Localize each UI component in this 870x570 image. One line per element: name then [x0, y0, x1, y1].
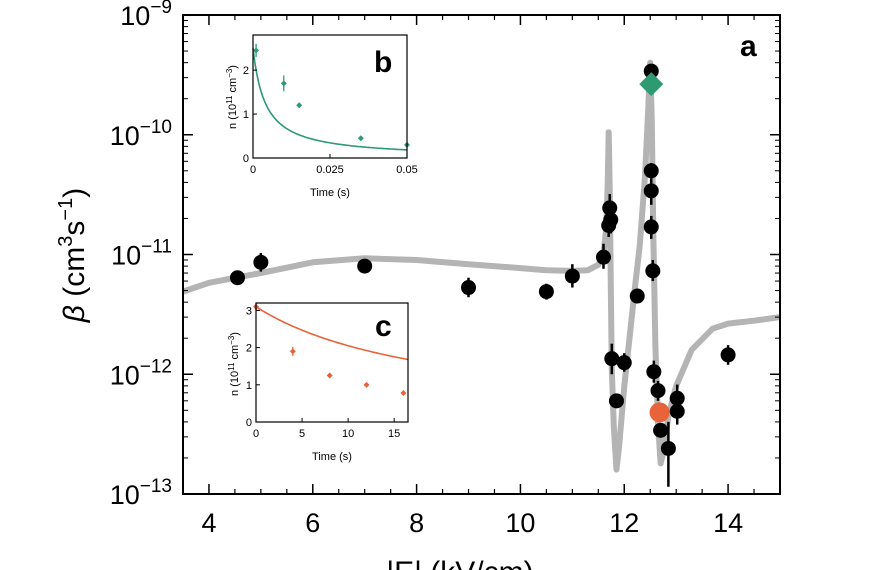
- inset-x-tick-label: 10: [342, 428, 354, 440]
- data-point: [604, 351, 620, 367]
- inset-b-fit-curve: [252, 48, 408, 151]
- data-point: [608, 393, 624, 409]
- data-point: [660, 440, 676, 456]
- y-tick-label: 10−12: [110, 356, 172, 390]
- inset-c-fit-curve: [255, 306, 409, 361]
- inset-y-tick-label: 3: [246, 305, 252, 317]
- inset-x-tick-label: 0.025: [316, 164, 344, 176]
- data-point: [616, 355, 632, 371]
- panel-label-c: c: [375, 310, 392, 343]
- data-points-layer: [230, 63, 736, 487]
- inset-data-point: [289, 348, 296, 355]
- inset-y-tick-label: 1: [246, 380, 252, 392]
- x-tick-label: 12: [609, 508, 639, 538]
- data-point: [643, 219, 659, 235]
- inset-b: 0 0.025 0.05 0 1 2 b n (1011 cm−3) Time (s): [225, 34, 418, 199]
- data-point: [538, 284, 554, 300]
- main-y-axis: 10−9 10−10 10−11 10−12 10−13: [110, 0, 780, 510]
- data-point: [564, 268, 580, 284]
- inset-y-tick-label: 0: [243, 153, 249, 165]
- data-point: [629, 288, 645, 304]
- x-tick-label: 14: [713, 508, 743, 538]
- data-point: [650, 383, 666, 399]
- inset-data-point: [363, 381, 370, 388]
- data-point: [643, 63, 659, 79]
- main-y-axis-label: β (cm3s−1): [55, 188, 91, 323]
- y-tick-label: 10−9: [120, 0, 172, 31]
- data-point: [646, 364, 662, 380]
- inset-c-axes: 0 5 10 15 0 1 2 3: [246, 305, 400, 440]
- inset-c-points: [253, 303, 407, 396]
- inset-c-x-label: Time (s): [312, 451, 352, 463]
- data-point: [653, 422, 669, 438]
- panel-label-a: a: [740, 30, 757, 63]
- inset-c-y-label: n (1011 cm−3): [227, 332, 241, 396]
- inset-data-point: [357, 135, 364, 142]
- inset-c-background: [256, 303, 408, 422]
- fit-curve: [255, 306, 409, 361]
- inset-x-tick-label: 15: [388, 428, 400, 440]
- inset-data-point: [253, 47, 260, 54]
- data-point: [603, 212, 619, 228]
- inset-y-tick-label: 2: [246, 343, 252, 355]
- inset-y-tick-label: 2: [243, 65, 249, 77]
- panel-label-b: b: [374, 46, 392, 79]
- inset-b-background: [253, 35, 407, 158]
- inset-y-tick-label: 1: [243, 109, 249, 121]
- inset-data-point: [326, 372, 333, 379]
- inset-b-x-label: Time (s): [310, 187, 350, 199]
- data-point: [720, 347, 736, 363]
- panel-c-measurement: [649, 402, 670, 423]
- data-point: [669, 403, 685, 419]
- data-point: [253, 254, 269, 270]
- inset-c: 0 5 10 15 0 1 2 3 c n (1011 cm−3) Time (s): [227, 302, 409, 463]
- inset-data-point: [296, 102, 303, 109]
- main-x-axis: 4 6 8 10 12 14: [201, 15, 781, 538]
- inset-x-tick-label: 0: [250, 164, 256, 176]
- x-tick-label: 6: [305, 508, 320, 538]
- inset-data-point: [280, 80, 287, 87]
- panel-b-measurement: [639, 72, 664, 97]
- inset-x-tick-label: 5: [299, 428, 305, 440]
- inset-x-tick-label: 0.05: [396, 164, 417, 176]
- y-tick-label: 10−13: [110, 476, 172, 510]
- data-point: [357, 258, 373, 274]
- data-point: [643, 183, 659, 199]
- main-x-axis-label: |E| (kV/cm): [386, 556, 533, 570]
- fit-curve: [252, 48, 408, 151]
- data-point: [595, 249, 611, 265]
- data-point: [461, 280, 477, 296]
- highlight-points-layer: [639, 72, 670, 423]
- x-tick-label: 8: [409, 508, 424, 538]
- x-tick-label: 4: [201, 508, 216, 538]
- data-point: [643, 163, 659, 179]
- inset-c-frame: [255, 302, 409, 423]
- inset-y-tick-label: 0: [246, 417, 252, 429]
- y-tick-label: 10−10: [110, 117, 172, 151]
- inset-data-point: [400, 389, 407, 396]
- x-tick-label: 10: [505, 508, 535, 538]
- y-tick-label: 10−11: [111, 237, 172, 271]
- data-point: [230, 270, 246, 286]
- inset-b-axes: 0 0.025 0.05 0 1 2: [243, 65, 418, 176]
- inset-x-tick-label: 0: [253, 428, 259, 440]
- data-point: [645, 263, 661, 279]
- inset-b-y-label: n (1011 cm−3): [225, 65, 239, 129]
